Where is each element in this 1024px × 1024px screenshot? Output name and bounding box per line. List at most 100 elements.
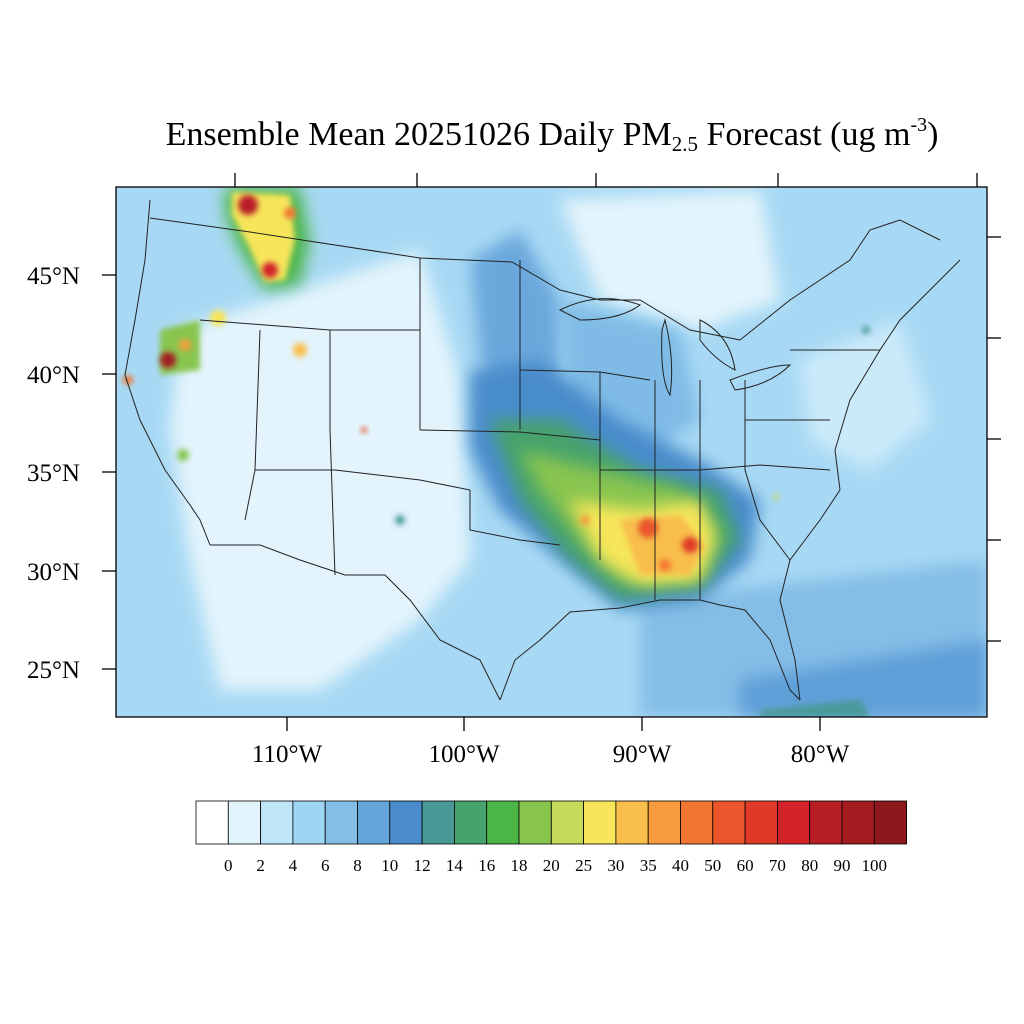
bottom-ticks [286,717,821,731]
colorbar-labels: 0 2 4 6 8 10 12 14 16 18 20 25 30 35 40 50 60 70 80 90 100 [224,856,887,875]
map-title: Ensemble Mean 20251026 Daily PM2.5 Forec… [0,114,1024,157]
colorbar [195,800,907,845]
colorbar-label: 90 [834,856,851,875]
hotspot-colorado [361,427,367,433]
caribbean-hotspot [760,700,870,717]
colorbar-label: 6 [321,856,330,875]
colorbar-swatch [260,800,294,845]
hotspot-oregon [179,339,191,351]
hotspot-louisiana [580,515,590,525]
title-superscript: -3 [910,114,928,136]
hotspot-central-oregon [210,310,226,326]
state-border-oklahoma [469,490,561,546]
title-prefix: Ensemble Mean 20251026 Daily PM [165,116,672,153]
colorbar-swatch [615,800,649,845]
hotspot-sierra [177,449,189,461]
lat-label-35: 35°N [27,460,80,487]
atlantic-coastline [779,259,961,701]
colorbar-label: 60 [737,856,754,875]
lake-erie [729,364,792,391]
lon-label-100w: 100°W [428,741,499,768]
lat-label-25: 25°N [27,657,80,684]
hotspot-northern-california [160,352,176,368]
northeast-field [800,320,930,470]
colorbar-swatch [712,800,746,845]
colorbar-swatch [357,800,391,845]
lon-label-80w: 80°W [791,741,850,768]
hotspot-alabama [682,537,698,553]
colorbar-label: 20 [543,856,560,875]
title-subscript: 2.5 [671,132,698,156]
lon-label-90w: 90°W [613,741,672,768]
canada-clean-field [560,190,780,330]
title-suffix: ) [927,116,939,153]
colorbar-swatch [227,800,262,845]
colorbar-label: 8 [353,856,362,875]
colorbar-swatch [195,800,229,845]
colorbar-swatch [518,800,552,845]
colorbar-swatch [389,800,423,845]
lat-label-40: 40°N [27,362,80,389]
hotspot-idaho-north [238,195,258,215]
colorbar-swatch [486,800,520,845]
colorbar-label: 25 [575,856,592,875]
colorbar-label: 14 [446,856,464,875]
colorbar-swatch [324,800,358,845]
canada-border [149,217,941,341]
right-ticks [987,236,1001,642]
colorbar-label: 35 [640,856,657,875]
hotspot-mississippi [638,518,658,538]
colorbar-swatch [744,800,778,845]
state-border-kansas [419,429,601,441]
colorbar-swatch [809,800,843,845]
map-frame [115,186,988,718]
lake-michigan [661,318,673,397]
state-border-tennessee [600,464,831,471]
colorbar-label: 2 [256,856,265,875]
gulf-coastline [499,599,801,701]
colorbar-swatch [873,800,907,845]
colorbar-swatch [583,800,617,845]
hotspot-carolina [773,494,779,500]
mexico-border [210,544,501,701]
colorbar-label: 12 [414,856,431,875]
hotspot-new-mexico [395,515,405,525]
colorbar-swatch [453,800,488,845]
colorbar-label: 18 [511,856,528,875]
colorbar-swatch [777,800,811,845]
colorbar-label: 4 [289,856,298,875]
lake-superior [558,298,642,321]
colorbar-swatch [680,800,714,845]
hotspot-montana-north [284,207,296,219]
hotspot-montana [262,262,278,278]
caribbean-field [740,640,987,717]
state-border-four-corners [255,469,471,491]
pacific-coastline [124,199,211,546]
colorbar-label: 16 [478,856,495,875]
hotspot-new-england [862,326,870,334]
colorbar-label: 80 [801,856,818,875]
pm25-field [116,187,987,717]
lake-huron [699,319,736,371]
title-middle: Forecast (ug m [697,116,911,153]
colorbar-label: 10 [381,856,398,875]
colorbar-label: 50 [704,856,721,875]
top-ticks [234,173,978,187]
map-outlines [124,199,961,701]
hotspot-central-alabama [659,559,671,571]
state-border-ohio-georgia [744,380,791,561]
hotspot-idaho-south [293,343,307,357]
state-border-rockies [329,330,336,576]
colorbar-swatch [292,800,326,845]
colorbar-label: 30 [607,856,624,875]
lat-label-30: 30°N [27,559,80,586]
colorbar-swatch [421,800,455,845]
lat-label-45: 45°N [27,263,80,290]
colorbar-swatch [550,800,584,845]
colorbar-label: 100 [862,856,888,875]
left-ticks [102,274,116,670]
lon-label-110w: 110°W [252,741,323,768]
colorbar-swatch [647,800,681,845]
colorbar-label: 70 [769,856,786,875]
